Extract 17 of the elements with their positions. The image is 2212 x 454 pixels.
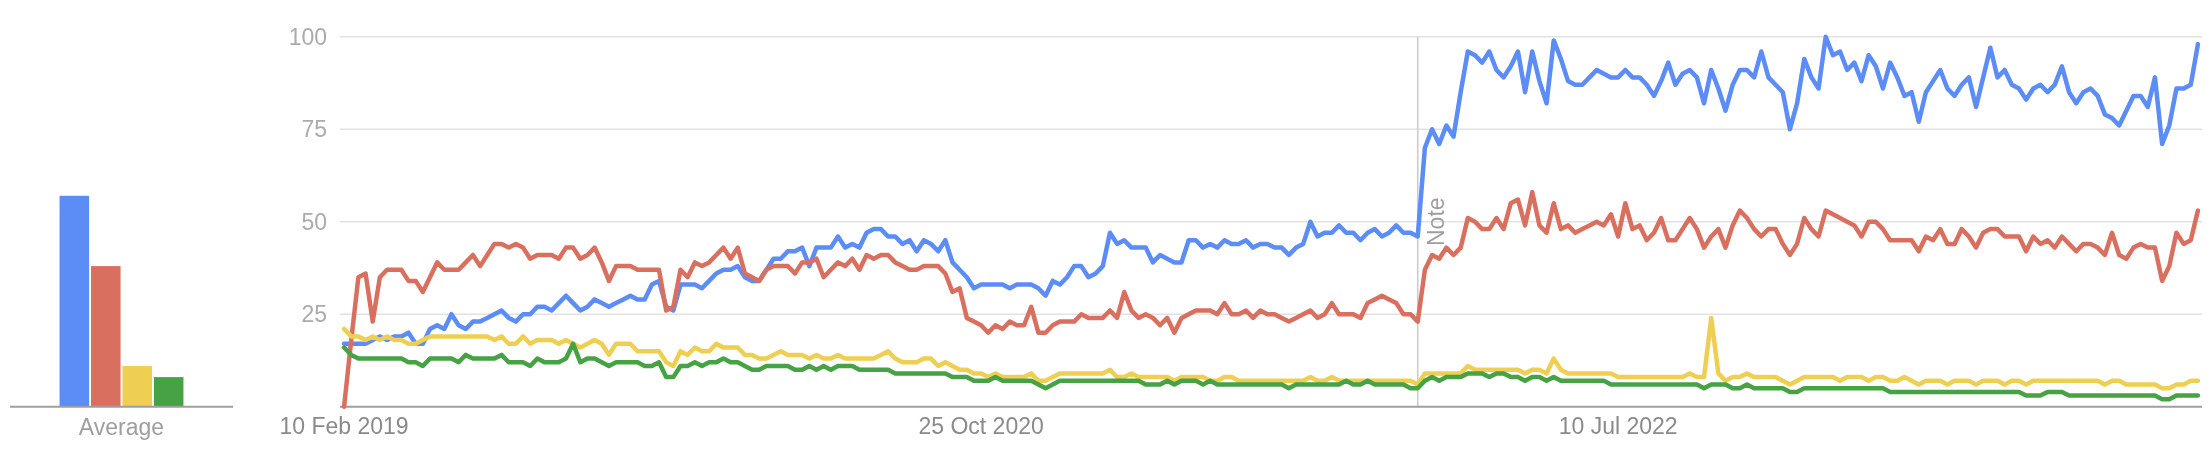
line-series [341,315,2201,391]
bar [91,266,121,407]
bar [153,377,184,407]
x-tick-label: Average [78,413,165,440]
y-tick-label: 50 [301,208,327,235]
y-tick-label: 75 [301,116,327,143]
line-series [341,34,2201,347]
line-series [341,341,2201,402]
x-tick-label: 10 Jul 2022 [1558,412,1678,439]
x-tick-label: 10 Feb 2019 [279,412,409,439]
bar [59,195,90,407]
ref-line-label: Note [1422,197,1449,246]
bar [122,366,152,407]
y-tick-label: 100 [288,23,327,50]
y-tick-label: 25 [301,301,327,328]
x-tick-label: 25 Oct 2020 [918,412,1044,439]
line-series [341,189,2201,409]
